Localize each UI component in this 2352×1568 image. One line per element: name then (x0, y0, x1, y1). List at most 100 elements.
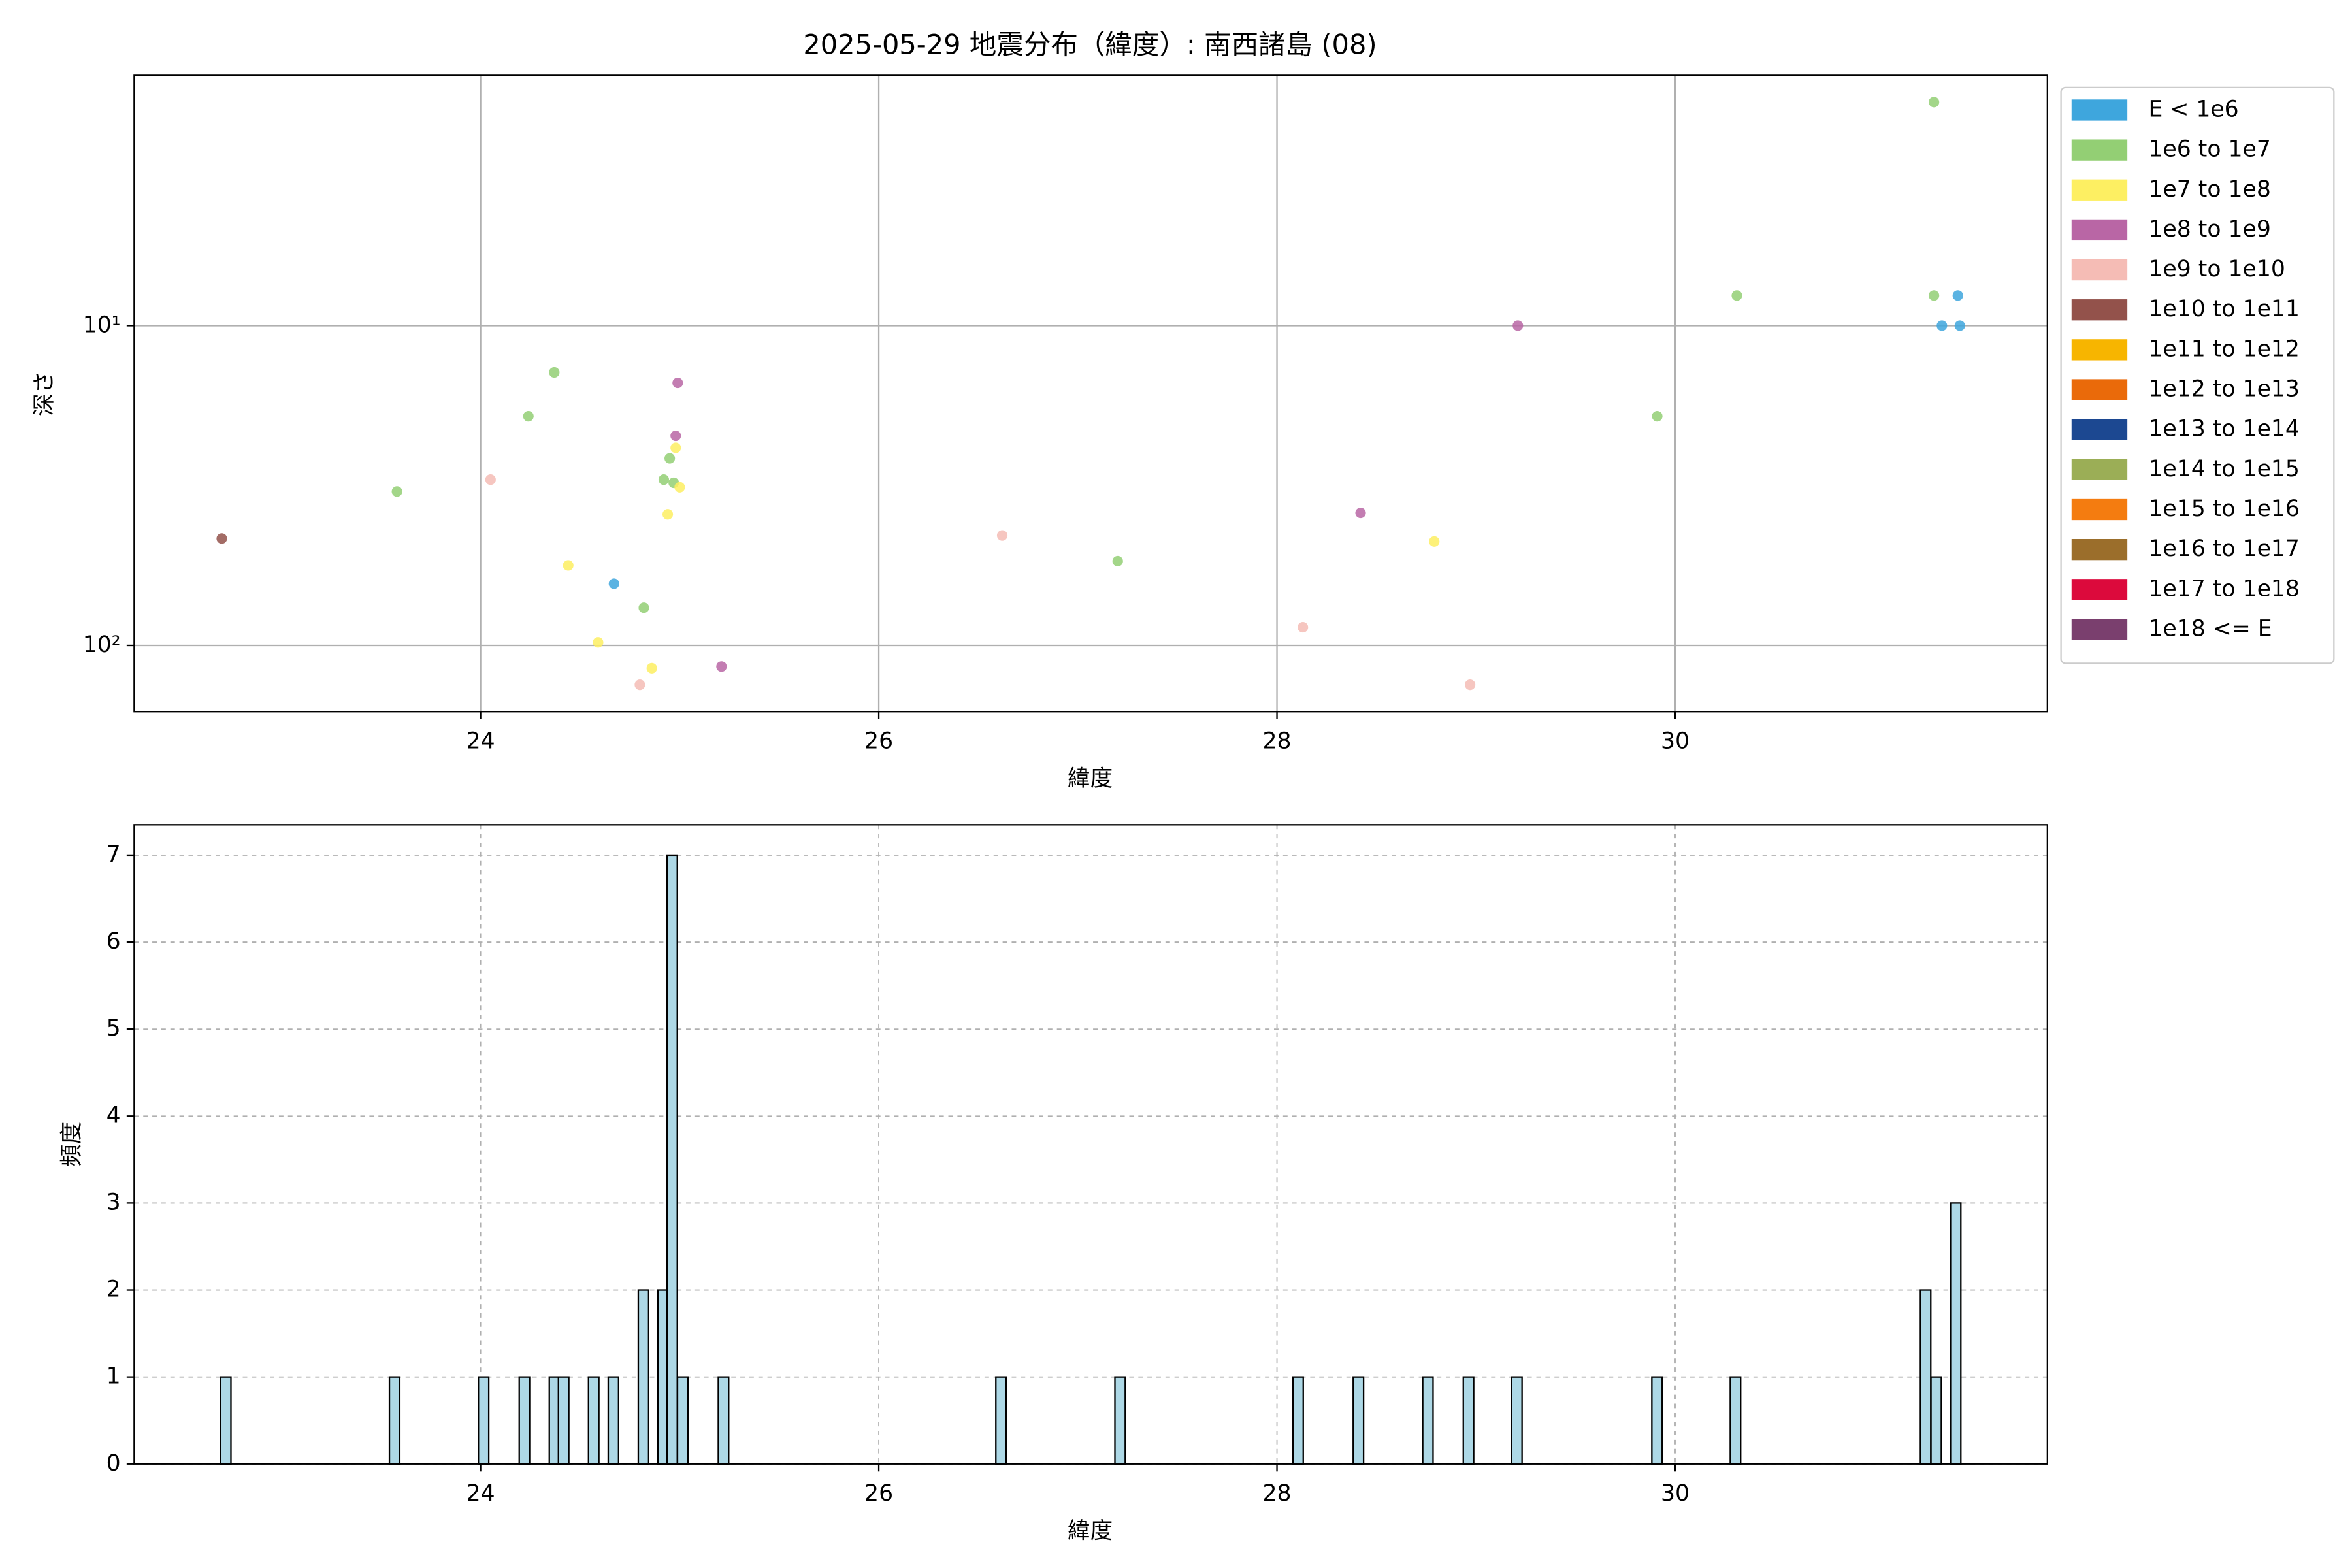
histogram-bar (388, 1376, 401, 1465)
plot-frame (133, 74, 2048, 713)
x-axis-label: 緯度 (1068, 766, 1113, 792)
data-point (1465, 679, 1476, 691)
legend-label: 1e9 to 1e10 (2148, 256, 2285, 282)
histogram-bar (518, 1376, 531, 1465)
legend-label: 1e16 to 1e17 (2148, 536, 2299, 562)
data-point (658, 474, 670, 485)
histogram-bar (1462, 1376, 1475, 1465)
legend-swatch (2071, 339, 2128, 361)
data-point (523, 411, 534, 422)
data-point (1929, 290, 1940, 301)
data-point (1298, 622, 1309, 633)
data-point (485, 474, 496, 485)
legend-swatch (2071, 139, 2128, 161)
data-point (672, 377, 683, 389)
legend-swatch (2071, 619, 2128, 640)
plot-frame (133, 824, 2048, 1465)
data-point (1512, 320, 1524, 331)
data-point (664, 453, 676, 464)
y-tick-label: 2 (106, 1277, 121, 1303)
legend-box (2060, 86, 2335, 664)
histogram-bar (637, 1289, 649, 1465)
x-tick-label: 28 (1263, 1480, 1292, 1507)
data-point (1429, 536, 1440, 547)
histogram-bar (220, 1376, 232, 1465)
legend-label: E < 1e6 (2148, 96, 2238, 122)
legend-label: 1e15 to 1e16 (2148, 496, 2299, 522)
histogram-bar (1422, 1376, 1434, 1465)
y-tick-label: 4 (106, 1102, 121, 1128)
legend-label: 1e8 to 1e9 (2148, 216, 2270, 242)
y-axis-label: 深さ (31, 371, 57, 416)
legend-label: 1e17 to 1e18 (2148, 576, 2299, 602)
histogram-bar (1651, 1376, 1663, 1465)
data-point (1936, 320, 1948, 331)
legend-swatch (2071, 179, 2128, 201)
legend-label: 1e6 to 1e7 (2148, 137, 2270, 163)
histogram-bar (478, 1376, 490, 1465)
data-point (716, 661, 727, 672)
data-point (662, 509, 674, 520)
x-tick-label: 24 (466, 728, 495, 754)
histogram-bar (1292, 1376, 1304, 1465)
data-point (646, 662, 657, 674)
y-tick-label: 1 (106, 1364, 121, 1390)
legend-swatch (2071, 379, 2128, 400)
data-point (634, 679, 645, 691)
data-point (670, 430, 681, 442)
x-tick-label: 28 (1263, 728, 1292, 754)
data-point (391, 486, 402, 497)
chart-title: 2025-05-29 地震分布（緯度）: 南西諸島 (08) (803, 29, 1377, 61)
histogram-bar (1930, 1376, 1942, 1465)
legend-label: 1e7 to 1e8 (2148, 176, 2270, 203)
histogram-bar (1919, 1289, 1932, 1465)
data-point (1652, 411, 1663, 422)
legend-swatch (2071, 498, 2128, 521)
x-tick-label: 24 (466, 1480, 495, 1507)
legend-swatch (2071, 259, 2128, 281)
x-tick-label: 26 (864, 728, 893, 754)
legend-swatch (2071, 419, 2128, 440)
histogram-bar (607, 1376, 619, 1465)
data-point (996, 530, 1008, 541)
legend-label: 1e10 to 1e11 (2148, 296, 2299, 322)
y-axis-label: 頻度 (59, 1122, 85, 1167)
legend-label: 1e13 to 1e14 (2148, 416, 2299, 442)
x-tick-label: 30 (1661, 728, 1690, 754)
data-point (593, 637, 604, 648)
legend-label: 1e11 to 1e12 (2148, 336, 2299, 362)
histogram-bar (587, 1376, 600, 1465)
data-point (1112, 555, 1123, 567)
y-tick-label: 3 (106, 1189, 121, 1215)
x-tick-label: 26 (864, 1480, 893, 1507)
y-tick-label: 10¹ (83, 312, 121, 338)
y-tick-label: 0 (106, 1450, 121, 1477)
x-tick-label: 30 (1661, 1480, 1690, 1507)
histogram-bar (995, 1376, 1007, 1465)
y-tick-label: 7 (106, 841, 121, 868)
legend-swatch (2071, 579, 2128, 600)
legend-label: 1e14 to 1e15 (2148, 456, 2299, 482)
legend-swatch (2071, 459, 2128, 480)
data-point (674, 482, 685, 493)
y-tick-label: 10² (83, 632, 121, 658)
data-point (1952, 290, 1963, 301)
legend-label: 1e12 to 1e13 (2148, 376, 2299, 402)
data-point (216, 533, 227, 544)
histogram-bar (666, 854, 678, 1465)
legend-swatch (2071, 99, 2128, 121)
data-point (563, 560, 574, 571)
data-point (608, 578, 619, 589)
histogram-bar (1511, 1376, 1523, 1465)
data-point (1929, 97, 1940, 108)
histogram-bar (1114, 1376, 1126, 1465)
histogram-bar (557, 1376, 570, 1465)
data-point (1731, 290, 1742, 301)
legend-label: 1e18 <= E (2148, 615, 2272, 642)
legend-swatch (2071, 539, 2128, 561)
histogram-bar (717, 1376, 730, 1465)
data-point (549, 367, 560, 378)
histogram-bar (1352, 1376, 1365, 1465)
